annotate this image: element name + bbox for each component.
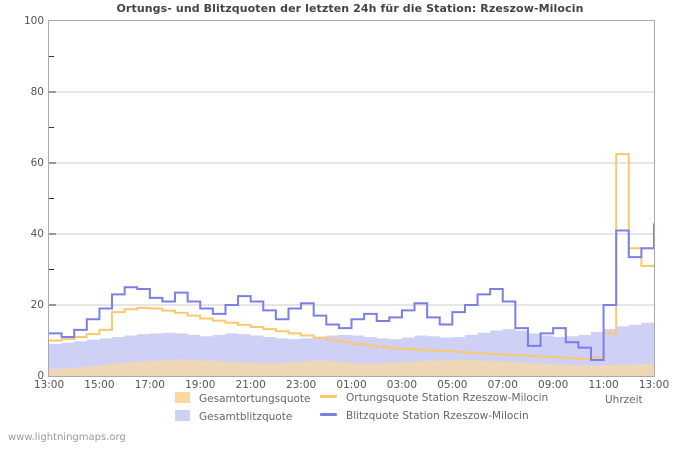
legend-label-gesamtblitzquote: Gesamtblitzquote [199,411,293,423]
x-tick-label: 15:00 [84,379,115,391]
legend-swatch-ortungsquote-station [320,395,337,398]
y-tick-label: 40 [30,228,44,240]
x-tick-label: 11:00 [588,379,619,391]
legend-label-blitzquote-station: Blitzquote Station Rzeszow-Milocin [346,410,529,422]
x-tick-label: 03:00 [386,379,418,391]
y-axis-tick-labels: 0 20 40 60 80 100 [0,15,44,382]
legend-label-ortungsquote-station: Ortungsquote Station Rzeszow-Milocin [346,392,549,404]
y-tick-label: 0 [37,370,44,382]
series-line-blitzquote-station [49,223,654,362]
footer-watermark: www.lightningmaps.org [8,432,126,443]
x-tick-label: 23:00 [285,379,317,391]
plot-area [48,20,655,377]
chart-title: Ortungs- und Blitzquoten der letzten 24h… [116,2,584,15]
x-tick-label: 01:00 [336,379,367,391]
x-tick-label: 19:00 [185,379,216,391]
y-tick-label: 60 [30,157,44,169]
x-tick-label: 17:00 [134,379,165,391]
y-tick-label: 20 [30,299,44,311]
x-tick-label: 07:00 [487,379,518,391]
y-tick-label: 80 [30,86,44,98]
x-axis-tick-labels: 13:00 15:00 17:00 19:00 21:00 23:00 01:00 03:00… [34,379,669,395]
x-tick-label: 13:00 [638,379,670,391]
legend-item-blitzquote-station: Blitzquote Station Rzeszow-Milocin [320,410,529,422]
y-minor-ticks [49,56,56,341]
legend-label-gesamtortungsquote: Gesamtortungsquote [199,393,311,405]
x-tick-label: 21:00 [235,379,266,391]
legend-swatch-gesamtblitzquote [175,410,190,421]
legend-item-gesamtblitzquote: Gesamtblitzquote [175,410,292,423]
legend-item-ortungsquote-station: Ortungsquote Station Rzeszow-Milocin [320,392,548,404]
x-tick-label: 09:00 [538,379,569,391]
y-tick-label: 100 [23,15,44,27]
chart-legend: Gesamtortungsquote Gesamtblitzquote Ortu… [0,392,700,428]
legend-swatch-blitzquote-station [320,413,337,416]
gridlines [49,91,654,306]
x-axis-title: Uhrzeit [605,394,643,406]
series-area-gesamtortungsquote [49,359,654,376]
legend-swatch-gesamtortungsquote [175,392,190,403]
chart-canvas [49,56,654,376]
x-tick-label: 05:00 [437,379,468,391]
series-line-ortungsquote-station [49,153,654,360]
legend-item-gesamtortungsquote: Gesamtortungsquote [175,392,310,405]
x-tick-label: 13:00 [33,379,65,391]
